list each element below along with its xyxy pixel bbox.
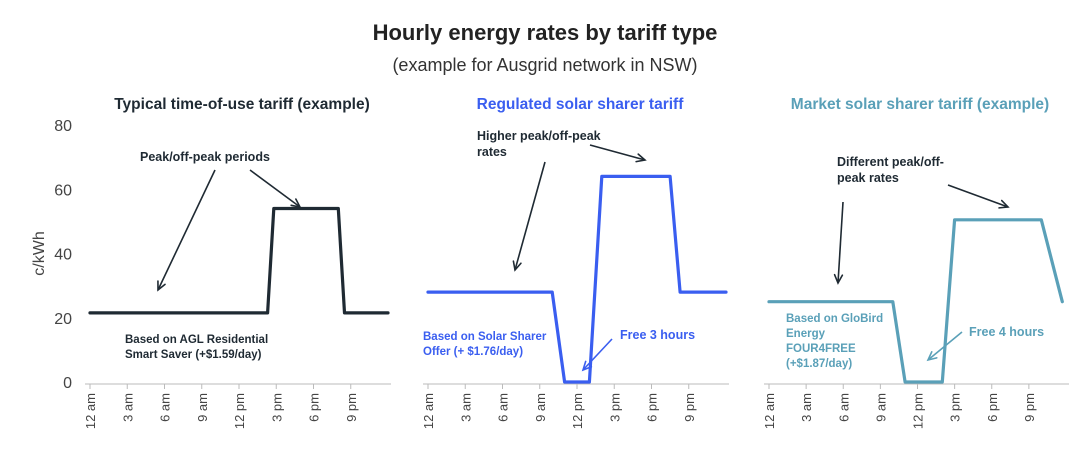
annotation-arrow [249,169,301,208]
y-tick-label: 40 [54,247,72,264]
x-tick-label: 6 pm [307,393,322,422]
tariff-note: FOUR4FREE [786,343,856,355]
annotation-arrowhead [157,280,166,292]
chart-panel-1: Typical time-of-use tariff (example) 0 20 4… [31,96,391,429]
x-tick-label: 12 am [762,393,777,429]
x-tick-label: 6 am [836,393,851,422]
x-tick-label: 3 pm [269,393,284,422]
x-tick-label: 9 pm [1022,393,1037,422]
x-tick-label: 9 pm [344,393,359,422]
x-tick-label: 3 am [458,393,473,422]
series-line [767,218,1064,384]
annotation-arrow [947,184,1009,208]
x-tick-label: 6 am [496,393,511,422]
annotation-arrowhead [833,273,844,285]
annotation-arrow [582,338,613,371]
x-tick-label: 3 am [799,393,814,422]
x-tick-label: 12 pm [911,393,926,429]
series-line [426,174,728,384]
annotation-arrow [927,331,963,361]
annotation-arrowhead [512,260,522,272]
annotation-label: Peak/off-peak periods [140,150,270,164]
y-tick-label: 60 [54,182,72,199]
annotation-arrowhead [581,360,593,372]
annotation-label: Free 3 hours [620,328,695,342]
y-tick-label: 20 [54,311,72,328]
tariff-note: Based on Solar Sharer [423,331,547,343]
annotation-label: Different peak/off- [837,155,944,169]
annotation-label: rates [477,145,507,159]
x-tick-label: 12 pm [570,393,585,429]
x-tick-label: 9 am [195,393,210,422]
x-tick-label: 6 am [158,393,173,422]
annotation-label: peak rates [837,171,899,185]
x-tick-label: 3 pm [948,393,963,422]
chart-panel-3: Market solar sharer tariff (example) 12 a… [762,96,1069,429]
tariff-note: Smart Saver (+$1.59/day) [125,349,262,361]
tariff-note: Energy [786,328,826,340]
panel-title: Market solar sharer tariff (example) [791,96,1049,113]
annotation-arrowhead [998,199,1010,209]
y-tick-label: 0 [63,375,72,392]
chart-panel-2: Regulated solar sharer tariff 12 am 3 am 6 … [421,96,729,429]
x-tick-label: 6 pm [985,393,1000,422]
annotation-arrowhead [290,198,302,209]
tariff-note: (+$1.87/day) [786,358,852,370]
y-axis-label: c/kWh [31,231,48,275]
tariff-note: Based on AGL Residential [125,334,268,346]
x-tick-label: 12 pm [232,393,247,429]
figure-subtitle: (example for Ausgrid network in NSW) [392,55,697,75]
series-line [88,206,390,315]
annotation-arrowhead [635,153,647,163]
tariff-note: Offer (+ $1.76/day) [423,346,523,358]
x-tick-label: 12 am [421,393,436,429]
x-tick-label: 9 am [873,393,888,422]
annotation-label: Higher peak/off-peak [477,129,601,143]
annotation-label: Free 4 hours [969,325,1044,339]
x-tick-label: 3 am [120,393,135,422]
annotation-arrow [157,169,216,291]
annotation-arrowhead [926,351,938,362]
y-tick-label: 80 [54,118,72,135]
x-tick-label: 3 pm [607,393,622,422]
x-tick-label: 9 am [533,393,548,422]
annotation-arrow [514,161,546,271]
x-tick-label: 9 pm [682,393,697,422]
x-tick-label: 6 pm [645,393,660,422]
x-tick-label: 12 am [83,393,98,429]
panel-title: Typical time-of-use tariff (example) [114,96,370,113]
annotation-arrow [589,144,646,161]
tariff-note: Based on GloBird [786,313,883,325]
annotation-arrow [837,201,844,284]
panel-title: Regulated solar sharer tariff [477,96,685,113]
figure-title: Hourly energy rates by tariff type [373,20,718,45]
